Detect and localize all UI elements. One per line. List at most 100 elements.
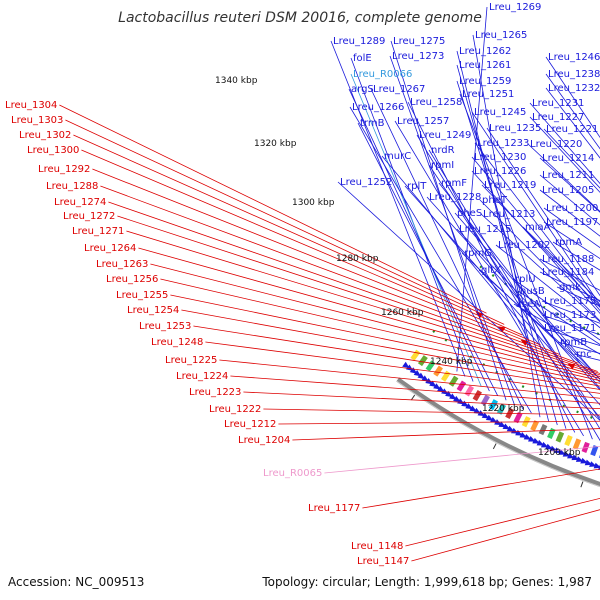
gene-label[interactable]: Lreu_1220 xyxy=(530,139,582,150)
gene-label[interactable]: Lreu_1302 xyxy=(19,130,71,141)
gene-label[interactable]: Lreu_1223 xyxy=(189,387,241,398)
gene-label[interactable]: trmB xyxy=(360,118,385,129)
label-leader-line xyxy=(263,408,600,416)
gene-label[interactable]: Lreu_1288 xyxy=(46,181,98,192)
gene-label[interactable]: xseA xyxy=(516,299,540,310)
gene-label[interactable]: Lreu_1224 xyxy=(176,371,228,382)
gene-label[interactable]: Lreu_1245 xyxy=(474,107,526,118)
gene-label[interactable]: pheS xyxy=(457,208,482,219)
gene-label[interactable]: Lreu_1274 xyxy=(54,197,106,208)
gene-label[interactable]: Lreu_1200 xyxy=(546,203,598,214)
gene-label[interactable]: Lreu_1275 xyxy=(393,36,445,47)
gene-label[interactable]: Lreu_R0065 xyxy=(263,468,322,479)
gene-label[interactable]: Lreu_1211 xyxy=(542,170,594,181)
gene-label[interactable]: rpmI xyxy=(431,160,454,171)
gene-label[interactable]: rnc xyxy=(576,349,592,360)
gene-label[interactable]: Lreu_1254 xyxy=(127,305,179,316)
gene-label[interactable]: Lreu_1255 xyxy=(116,290,168,301)
gene-label[interactable]: Lreu_1267 xyxy=(373,84,425,95)
gene-label[interactable]: gmk xyxy=(559,282,581,293)
gene-label[interactable]: folE xyxy=(353,53,372,64)
gene-label[interactable]: nrdR xyxy=(431,145,455,156)
gene-label[interactable]: Lreu_1262 xyxy=(459,46,511,57)
gene-label[interactable]: Lreu_1292 xyxy=(38,164,90,175)
gene-label[interactable]: Lreu_1269 xyxy=(489,2,541,13)
gene-label[interactable]: Lreu_1246 xyxy=(548,52,600,63)
gene-label[interactable]: Lreu_1230 xyxy=(474,152,526,163)
gene-label[interactable]: Lreu_1256 xyxy=(106,274,158,285)
gene-label[interactable]: Lreu_1249 xyxy=(419,130,471,141)
gene-label[interactable]: Lreu_1197 xyxy=(546,217,598,228)
gene-label[interactable]: Lreu_1175 xyxy=(544,296,596,307)
gene-label[interactable]: Lreu_1259 xyxy=(459,76,511,87)
label-leader-line xyxy=(512,278,600,341)
gene-label[interactable]: rpmB xyxy=(560,337,587,348)
gene-label[interactable]: Lreu_1304 xyxy=(5,100,57,111)
gene-label[interactable]: Lreu_1273 xyxy=(392,51,444,62)
gene-label[interactable]: Lreu_1215 xyxy=(459,224,511,235)
gene-label[interactable]: Lreu_1248 xyxy=(151,337,203,348)
gene-label[interactable]: Lreu_1221 xyxy=(546,124,598,135)
gene-label[interactable]: Lreu_1257 xyxy=(397,116,449,127)
gene-label[interactable]: Lreu_1264 xyxy=(84,243,136,254)
tick-label: 1200 kbp xyxy=(538,448,581,458)
gene-label[interactable]: Lreu_1272 xyxy=(63,211,115,222)
gene-label[interactable]: Lreu_1258 xyxy=(410,97,462,108)
tick-label: 1260 kbp xyxy=(381,308,424,318)
gene-label[interactable]: Lreu_1212 xyxy=(224,419,276,430)
label-leader-line xyxy=(219,359,600,399)
gene-label[interactable]: miaA xyxy=(525,222,551,233)
gene-label[interactable]: Lreu_1214 xyxy=(542,153,594,164)
gene-label[interactable]: pheT xyxy=(482,195,508,206)
gene-label[interactable]: Lreu_1252 xyxy=(340,177,392,188)
gene-label[interactable]: Lreu_1147 xyxy=(357,556,409,567)
gene-label[interactable]: Lreu_1263 xyxy=(96,259,148,270)
gene-label[interactable]: Lreu_1225 xyxy=(165,355,217,366)
gene-label[interactable]: Lreu_1184 xyxy=(542,267,594,278)
gene-category-block xyxy=(590,445,599,457)
label-leader-line xyxy=(73,134,523,336)
gene-label[interactable]: rplU xyxy=(515,274,536,285)
gene-label[interactable]: Lreu_1226 xyxy=(474,166,526,177)
gene-label[interactable]: rpmG xyxy=(464,248,492,259)
gene-label[interactable]: Lreu_1188 xyxy=(542,254,594,265)
gene-label[interactable]: Lreu_1171 xyxy=(544,323,596,334)
gene-label[interactable]: Lreu_1227 xyxy=(532,112,584,123)
gene-label[interactable]: Lreu_1303 xyxy=(11,115,63,126)
gene-label[interactable]: Lreu_1148 xyxy=(351,541,403,552)
gene-label[interactable]: Lreu_1202 xyxy=(498,240,550,251)
gene-label[interactable]: Lreu_1231 xyxy=(532,98,584,109)
label-leader-line xyxy=(471,156,600,312)
gene-label[interactable]: Lreu_1233 xyxy=(477,138,529,149)
gene-label[interactable]: Lreu_1235 xyxy=(489,123,541,134)
gene-label[interactable]: Lreu_1205 xyxy=(542,185,594,196)
gene-label[interactable]: Lreu_1219 xyxy=(484,180,536,191)
gene-label[interactable]: Lreu_1204 xyxy=(238,435,290,446)
gene-label[interactable]: rpmF xyxy=(441,178,467,189)
forward-gene-arrow xyxy=(461,400,469,407)
gene-label[interactable]: rplT xyxy=(407,181,427,192)
gene-label[interactable]: argS xyxy=(351,84,374,95)
gene-label[interactable]: Lreu_1289 xyxy=(333,36,385,47)
gene-label[interactable]: Lreu_1222 xyxy=(209,404,261,415)
gene-label[interactable]: nusB xyxy=(520,286,545,297)
gene-label[interactable]: Lreu_1213 xyxy=(483,209,535,220)
gene-label[interactable]: Lreu_1266 xyxy=(352,102,404,113)
gene-label[interactable]: Lreu_1271 xyxy=(72,226,124,237)
gene-label[interactable]: Lreu_1261 xyxy=(459,60,511,71)
gene-label[interactable]: rpmA xyxy=(555,237,582,248)
label-leader-line xyxy=(527,143,600,212)
gene-label[interactable]: Lreu_1173 xyxy=(544,310,596,321)
gene-label[interactable]: Lreu_1228 xyxy=(429,192,481,203)
gene-label[interactable]: Lreu_1238 xyxy=(548,69,600,80)
gene-label[interactable]: murC xyxy=(384,151,411,162)
gene-label[interactable]: gltX xyxy=(481,265,501,276)
gene-label[interactable]: Lreu_1265 xyxy=(475,30,527,41)
gene-label[interactable]: Lreu_1253 xyxy=(139,321,191,332)
gene-label[interactable]: Lreu_R0066 xyxy=(353,69,412,80)
gene-label[interactable]: Lreu_1300 xyxy=(27,145,79,156)
gene-label[interactable]: Lreu_1251 xyxy=(462,89,514,100)
gene-label[interactable]: Lreu_1177 xyxy=(308,503,360,514)
gene-label[interactable]: Lreu_1232 xyxy=(548,83,600,94)
